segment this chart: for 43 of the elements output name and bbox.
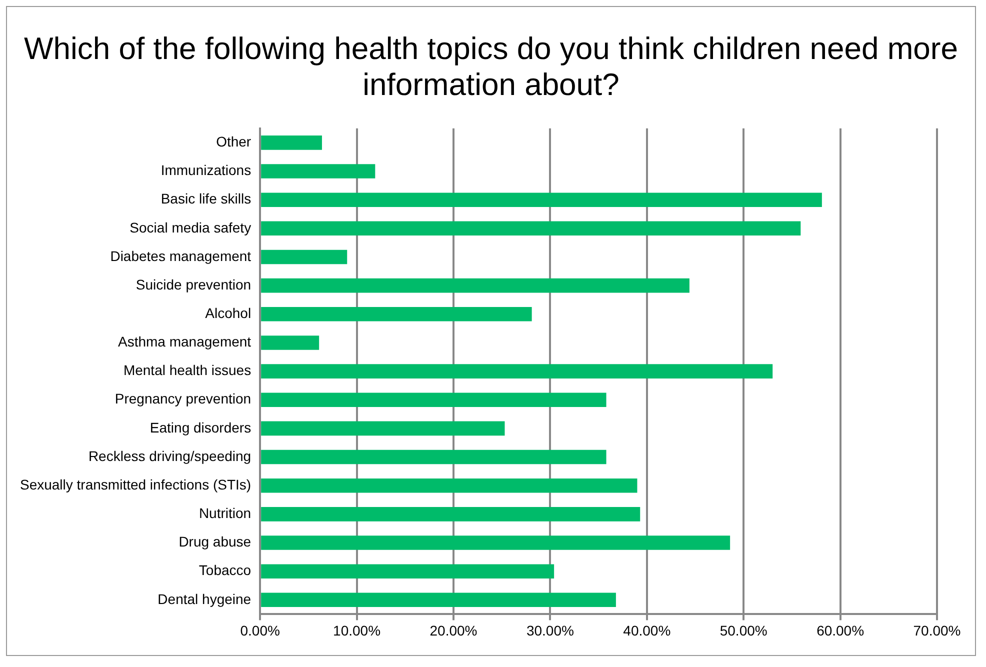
y-tick-label: Basic life skills [160, 190, 252, 207]
bar [261, 592, 616, 608]
y-tick-label: Asthma management [118, 334, 252, 350]
x-tick-label: 0.00% [240, 622, 280, 638]
bar [261, 278, 690, 293]
bar [261, 164, 376, 178]
bar [261, 536, 730, 550]
x-tick-label: 20.00% [430, 622, 478, 638]
bar [261, 507, 640, 522]
bar [261, 336, 320, 350]
x-tick-label: 60.00% [816, 622, 864, 638]
bar [261, 478, 638, 493]
bar [261, 221, 801, 236]
bar [261, 421, 505, 436]
y-tick-label: Nutrition [198, 505, 252, 522]
y-tick-label: Eating disorders [150, 419, 252, 436]
bar [261, 250, 348, 264]
y-tick-label: Diabetes management [110, 248, 252, 264]
y-tick-label: Tobacco [198, 562, 252, 578]
bar [261, 307, 532, 322]
chart-title: Which of the following health topics do you think children need more information about? [23, 31, 959, 103]
bar [261, 364, 773, 378]
y-tick-label: Other [216, 134, 252, 150]
y-tick-label: Pregnancy prevention [114, 390, 252, 407]
x-tick-label: 70.00% [913, 622, 961, 638]
y-tick-label: Dental hygeine [158, 590, 252, 607]
bar [261, 136, 322, 150]
x-tick-label: 10.00% [333, 622, 381, 638]
y-tick-label: Drug abuse [178, 534, 252, 550]
bar [261, 392, 606, 408]
x-tick-label: 50.00% [720, 622, 768, 638]
x-tick-label: 40.00% [623, 622, 671, 638]
y-tick-label: Social media safety [130, 219, 252, 236]
y-tick-label: Suicide prevention [136, 276, 252, 292]
bar [261, 564, 554, 578]
y-tick-label: Mental health issues [123, 362, 252, 378]
x-tick-label: 30.00% [526, 622, 574, 638]
bar [261, 450, 606, 464]
y-tick-label: Alcohol [205, 305, 252, 322]
y-tick-label: Immunizations [160, 162, 252, 178]
y-tick-label: Sexually transmitted infections (STIs) [20, 476, 252, 492]
y-tick-label: Reckless driving/speeding [88, 448, 252, 464]
bar [261, 192, 822, 207]
